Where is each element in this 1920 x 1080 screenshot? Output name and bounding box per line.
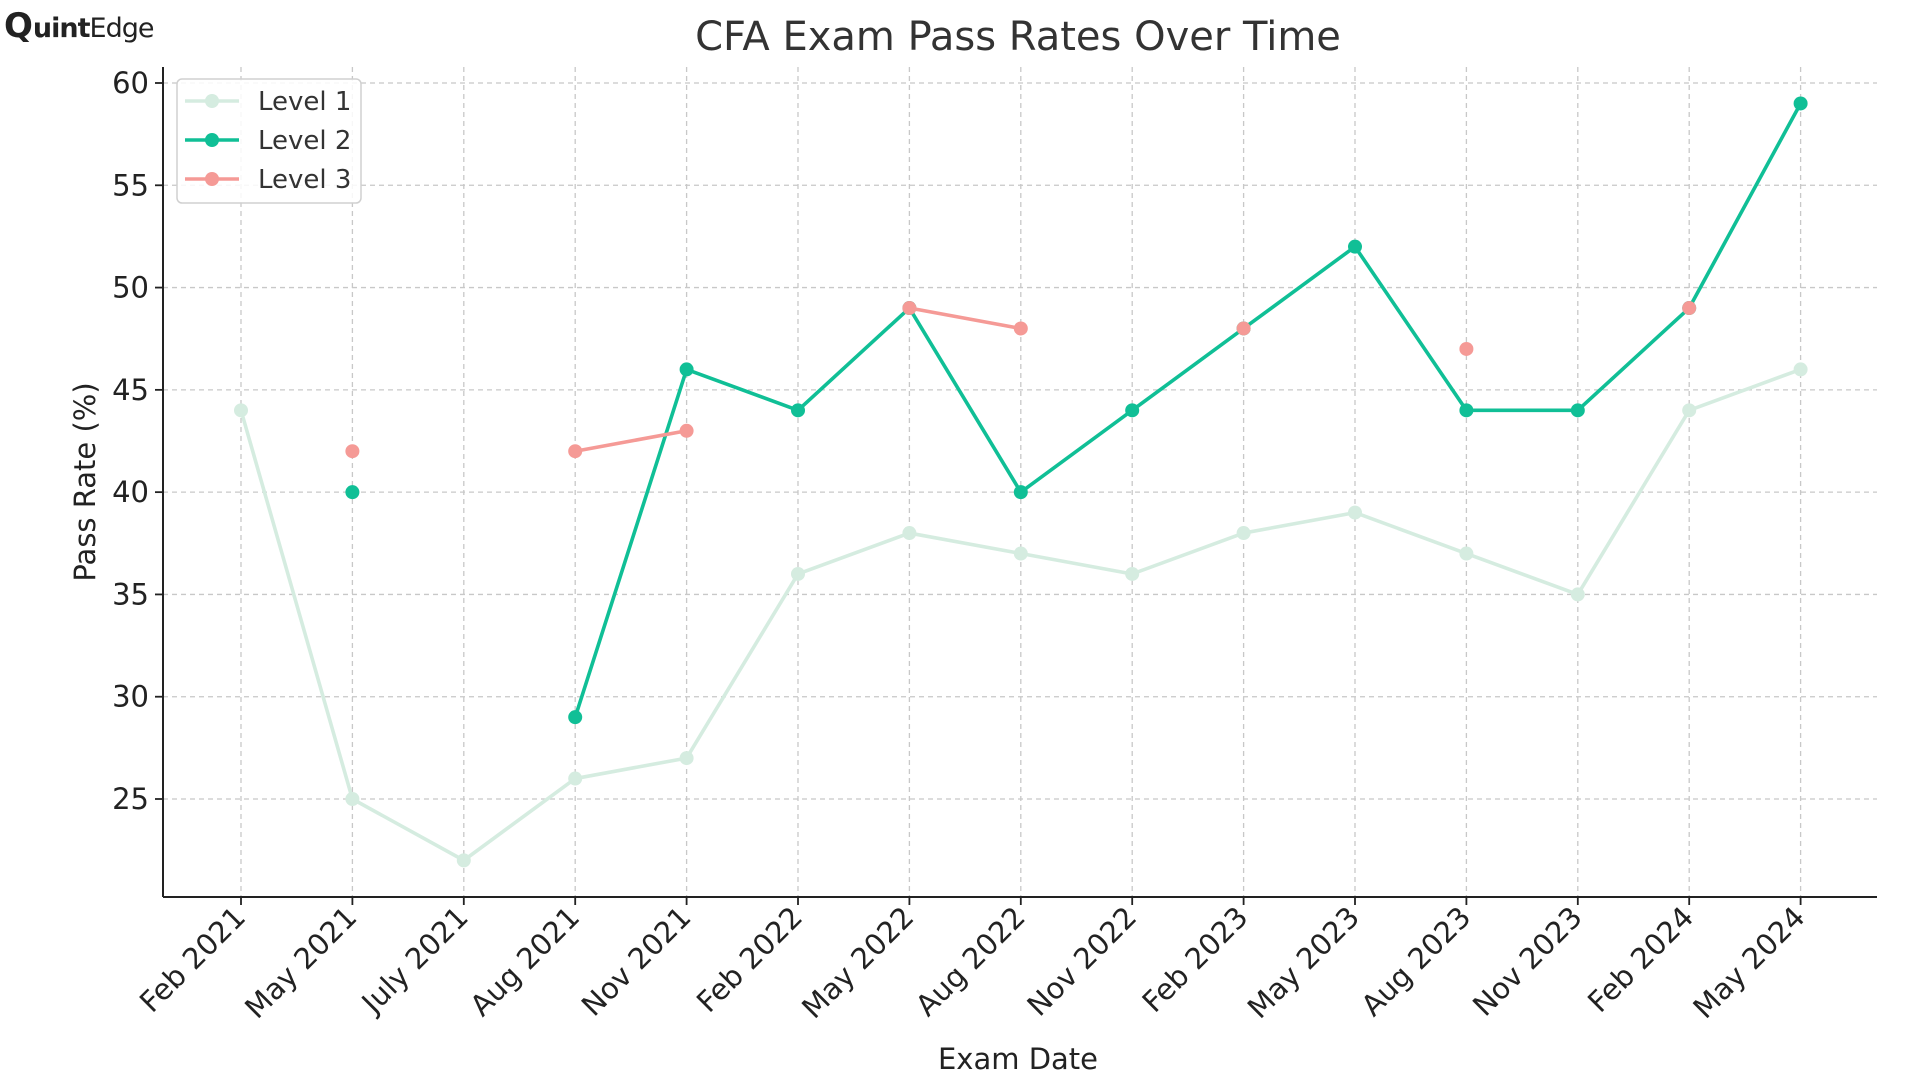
data-point	[1682, 301, 1697, 316]
y-tick-label: 40	[112, 475, 149, 509]
x-tick-label: Nov 2022	[1020, 900, 1143, 1023]
x-tick-label: May 2023	[1241, 900, 1366, 1025]
data-point	[679, 362, 694, 377]
data-point	[1348, 239, 1362, 254]
data-point	[568, 771, 583, 786]
x-tick-label: Feb 2023	[1135, 900, 1254, 1019]
data-point	[1459, 546, 1474, 561]
series-level-3	[345, 301, 1697, 459]
x-axis-label: Exam Date	[938, 1042, 1098, 1076]
quintedge-logo: QuintEdge	[4, 6, 155, 46]
logo-text-uint: uint	[32, 13, 91, 44]
data-point	[1236, 526, 1251, 541]
data-point	[902, 301, 917, 316]
data-point	[1013, 546, 1028, 561]
x-tick-label: May 2024	[1686, 900, 1811, 1025]
series-line	[239, 367, 1803, 863]
series-level-2	[345, 96, 1808, 725]
data-point	[234, 403, 248, 418]
legend-marker	[205, 133, 219, 147]
legend-marker	[205, 172, 219, 186]
legend-label: Level 3	[258, 165, 351, 195]
y-tick-label: 35	[112, 577, 149, 611]
data-point	[568, 444, 583, 459]
y-axis-ticks: 25 30 35 40 45 50 55 60	[112, 66, 163, 816]
data-point	[568, 710, 583, 725]
legend-label: Level 2	[258, 126, 351, 156]
data-point	[1236, 321, 1251, 336]
series-line	[907, 306, 1023, 331]
legend-label: Level 1	[258, 87, 351, 117]
data-point	[345, 792, 360, 806]
data-point	[791, 403, 805, 418]
legend: Level 1 Level 2 Level 3	[176, 78, 362, 204]
data-point	[456, 853, 471, 868]
data-point	[679, 423, 694, 438]
y-tick-label: 50	[112, 271, 149, 305]
series-layer	[234, 96, 1808, 868]
logo-text-edge: Edge	[89, 13, 155, 44]
x-tick-label: Feb 2024	[1581, 900, 1700, 1019]
legend-item-level-3: Level 3	[185, 165, 351, 195]
x-tick-label: May 2021	[238, 900, 363, 1025]
legend-item-level-1: Level 1	[185, 87, 351, 117]
data-point	[1459, 341, 1474, 356]
y-tick-label: 25	[112, 782, 149, 816]
x-tick-label: Nov 2023	[1466, 900, 1589, 1023]
series-line	[573, 428, 689, 454]
legend-marker	[205, 94, 219, 108]
chart-title: CFA Exam Pass Rates Over Time	[695, 14, 1341, 60]
series-level-1	[234, 362, 1808, 868]
y-tick-label: 55	[112, 168, 149, 202]
x-tick-label: Nov 2021	[575, 900, 698, 1023]
data-point	[679, 751, 694, 766]
x-tick-label: Feb 2022	[690, 900, 809, 1019]
data-point	[1793, 96, 1808, 111]
legend-box	[176, 78, 362, 204]
data-point	[345, 485, 360, 500]
data-point	[1125, 566, 1140, 581]
data-point	[1570, 587, 1585, 602]
y-tick-label: 30	[112, 680, 149, 714]
data-point	[1013, 321, 1028, 336]
legend-item-level-2: Level 2	[185, 126, 351, 156]
data-point	[1125, 403, 1140, 418]
data-point	[791, 566, 805, 581]
x-tick-label: Aug 2023	[1355, 900, 1478, 1023]
data-point	[1459, 403, 1474, 418]
data-point	[1013, 485, 1028, 500]
x-tick-label: Aug 2021	[463, 900, 586, 1023]
x-tick-label: May 2022	[795, 900, 920, 1025]
data-point	[902, 526, 917, 541]
data-point	[1348, 505, 1362, 520]
data-point	[1682, 403, 1697, 418]
data-point	[1793, 362, 1808, 377]
data-point	[345, 444, 360, 459]
grid-lines	[163, 67, 1877, 897]
logo-letter-q: Q	[4, 6, 33, 46]
x-tick-label: July 2021	[354, 900, 475, 1021]
y-axis-label: Pass Rate (%)	[68, 382, 102, 581]
data-point	[1570, 403, 1585, 418]
axes	[162, 67, 1877, 898]
x-tick-label: Feb 2021	[133, 900, 252, 1019]
x-tick-label: Aug 2022	[909, 900, 1032, 1023]
y-tick-label: 60	[112, 66, 149, 100]
y-tick-label: 45	[112, 373, 149, 407]
series-line	[573, 101, 1803, 719]
